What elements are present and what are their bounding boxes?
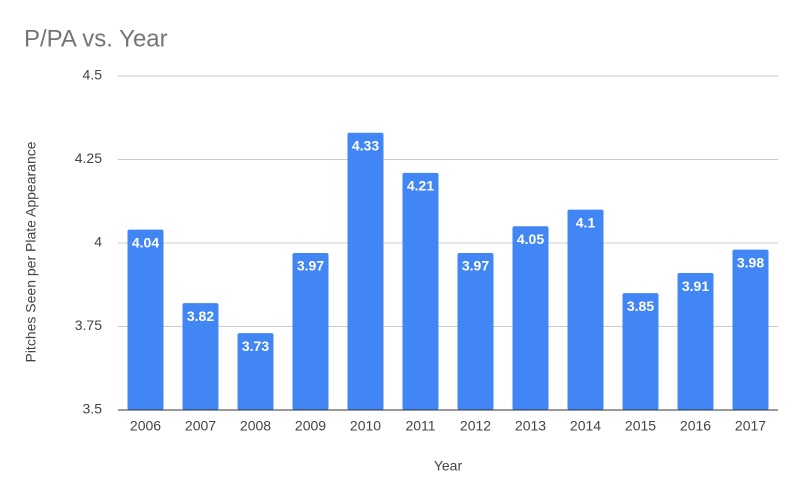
x-tick-label: 2007 [185, 418, 216, 434]
data-label: 3.91 [682, 278, 709, 294]
data-label: 4.05 [517, 231, 544, 247]
data-label: 4.1 [576, 214, 596, 230]
bar [677, 273, 714, 410]
bar [127, 229, 164, 410]
y-tick-label: 4 [94, 234, 102, 250]
bar [457, 253, 494, 410]
data-label: 4.04 [132, 234, 159, 250]
data-label: 3.98 [737, 254, 764, 270]
bar [292, 253, 329, 410]
bar [347, 132, 384, 410]
y-tick-label: 3.75 [75, 317, 102, 333]
x-tick-label: 2015 [625, 418, 656, 434]
data-label: 3.73 [242, 338, 269, 354]
bar [567, 209, 604, 410]
bar [732, 249, 769, 410]
x-tick-label: 2009 [295, 418, 326, 434]
x-tick-label: 2006 [130, 418, 161, 434]
x-tick-label: 2016 [680, 418, 711, 434]
y-tick-label: 4.25 [75, 150, 102, 166]
data-label: 3.82 [187, 308, 214, 324]
bar [237, 333, 274, 410]
data-label: 3.97 [462, 258, 489, 274]
x-tick-label: 2013 [515, 418, 546, 434]
y-tick-label: 4.5 [83, 67, 103, 83]
data-label: 3.97 [297, 258, 324, 274]
bar [622, 293, 659, 410]
bar [402, 172, 439, 410]
x-tick-label: 2008 [240, 418, 271, 434]
data-label: 3.85 [627, 298, 654, 314]
x-axis-title: Year [434, 458, 463, 474]
chart-title: P/PA vs. Year [24, 25, 168, 52]
y-tick-label: 3.5 [83, 401, 103, 417]
bar [182, 303, 219, 410]
x-tick-label: 2012 [460, 418, 491, 434]
y-axis-title: Pitches Seen per Plate Appearance [23, 141, 39, 362]
x-tick-label: 2017 [735, 418, 766, 434]
x-tick-label: 2010 [350, 418, 381, 434]
bar [512, 226, 549, 410]
x-tick-label: 2014 [570, 418, 601, 434]
data-label: 4.21 [407, 178, 434, 194]
x-tick-label: 2011 [405, 418, 435, 434]
data-label: 4.33 [352, 137, 379, 153]
